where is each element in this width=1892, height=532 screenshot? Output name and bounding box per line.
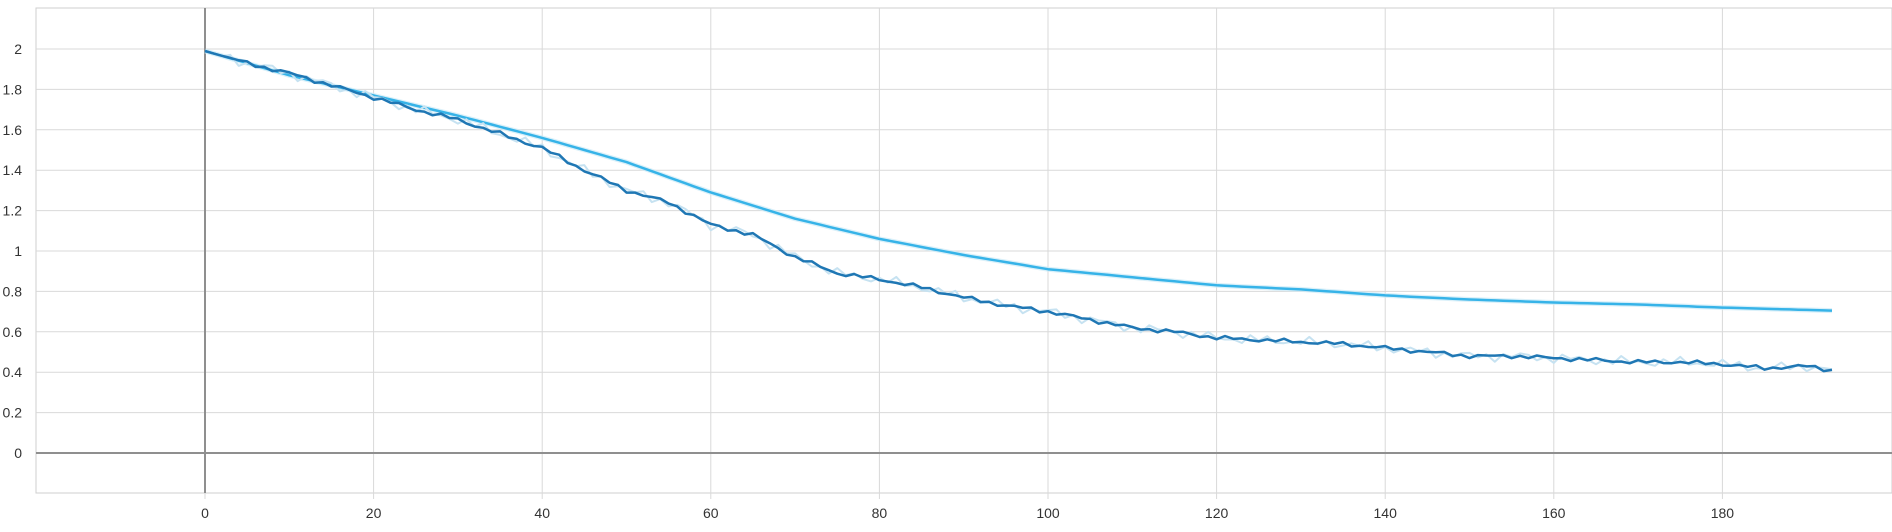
x-tick-label: 0 [201,505,209,521]
y-tick-label: 1.8 [3,81,23,97]
y-tick-label: 0.2 [3,405,23,421]
x-tick-label: 160 [1542,505,1566,521]
x-tick-label: 100 [1036,505,1060,521]
y-tick-label: 0.6 [3,324,23,340]
x-tick-label: 80 [872,505,888,521]
y-tick-label: 1 [14,243,22,259]
tick-labels: 0 20 40 60 80 100 120 140 160 180 0 0.2 0.4 0.6 0.8 1 1.… [3,41,1735,521]
series-lines [204,48,1833,373]
series-1-halo [204,48,1833,314]
x-tick-label: 20 [366,505,382,521]
y-tick-label: 1.6 [3,122,23,138]
gridlines [36,8,1892,499]
y-tick-label: 2 [14,41,22,57]
y-tick-label: 1.4 [3,162,23,178]
x-tick-label: 40 [534,505,550,521]
axes [36,8,1892,493]
y-tick-label: 1.2 [3,203,23,219]
series-1-line [204,49,1833,312]
x-tick-label: 120 [1205,505,1229,521]
y-tick-label: 0 [14,445,22,461]
x-tick-label: 180 [1711,505,1735,521]
x-tick-label: 140 [1374,505,1398,521]
y-tick-label: 0.4 [3,364,23,380]
x-tick-label: 60 [703,505,719,521]
series-2-line [204,49,1833,373]
y-tick-label: 0.8 [3,283,23,299]
